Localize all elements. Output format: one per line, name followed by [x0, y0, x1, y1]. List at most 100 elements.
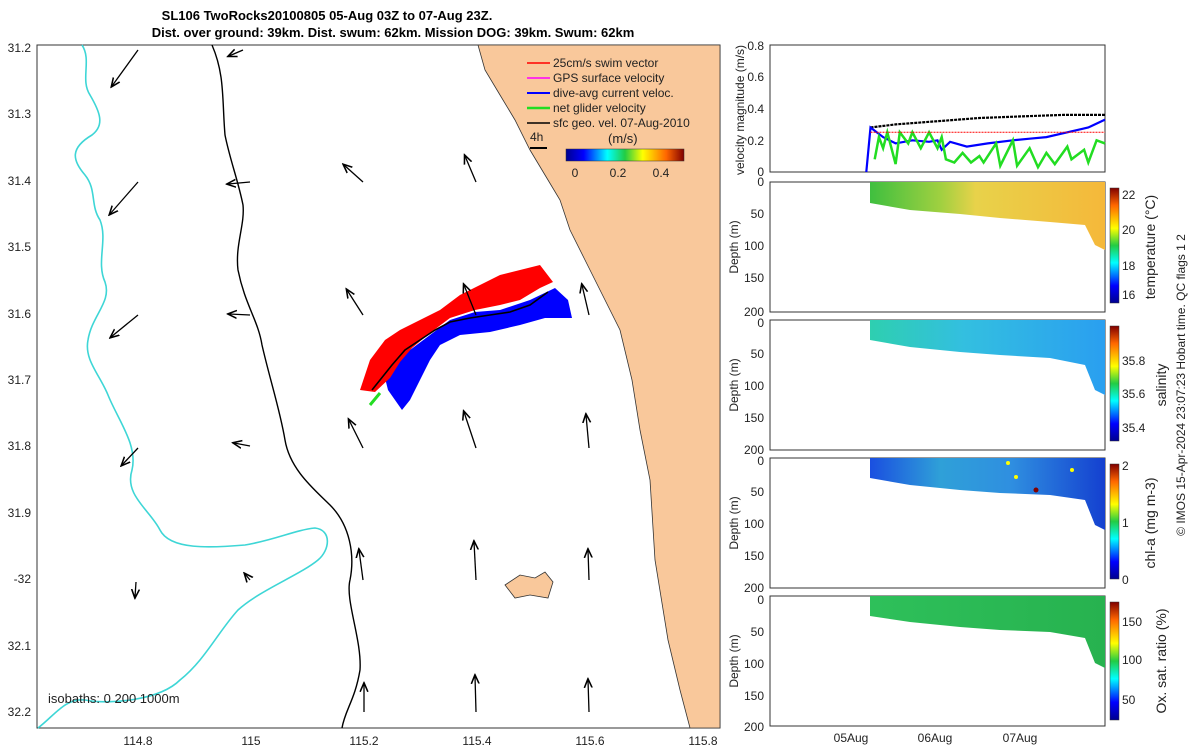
temperature-clabel: temperature (°C)	[1142, 195, 1158, 299]
map-y-tick: 31.9	[8, 506, 32, 520]
legend-label: GPS surface velocity	[553, 71, 664, 85]
chla-y-tick: 0	[757, 454, 764, 468]
legend-label: sfc geo. vel. 07-Aug-2010	[553, 116, 690, 130]
chla-y-tick: 50	[751, 485, 765, 499]
temperature-ylabel: Depth (m)	[727, 220, 741, 273]
temperature-c-tick: 16	[1122, 288, 1136, 302]
map-y-tick: 31.5	[8, 240, 32, 254]
salinity-y-tick: 150	[744, 411, 764, 425]
map-y-tick: 31.2	[8, 41, 32, 55]
oxygen-c-tick: 150	[1122, 615, 1142, 629]
map-y-tick: 31.7	[8, 373, 32, 387]
title-line1: SL106 TwoRocks20100805 05-Aug 03Z to 07-…	[162, 8, 493, 23]
island-rottnest	[504, 571, 554, 599]
geo-velocity-arrows	[110, 50, 589, 713]
oxygen-panel: 50 100 150 0 50 100 150 200 Depth (m) Ox…	[727, 593, 1169, 734]
map-legend: 25cm/s swim vector GPS surface velocity …	[527, 56, 690, 130]
isobath-1000m	[37, 44, 329, 729]
salinity-y-tick: 100	[744, 379, 764, 393]
chla-c-tick: 1	[1122, 516, 1129, 530]
salinity-panel: 35.4 35.6 35.8 0 50 100 150 200 Depth (m…	[727, 316, 1169, 457]
map-y-tick: 31.4	[8, 174, 32, 188]
oxygen-field	[870, 596, 1105, 668]
oxygen-y-tick: 50	[751, 625, 765, 639]
isobath-200m	[211, 44, 361, 729]
temperature-y-tick: 200	[744, 305, 764, 319]
colorbar-tick: 0.2	[610, 166, 627, 180]
chla-hotspot	[1070, 468, 1074, 472]
time-tick: 06Aug	[918, 731, 953, 745]
temperature-c-tick: 20	[1122, 223, 1136, 237]
scale-label: 4h	[530, 130, 543, 144]
glider-track	[371, 291, 549, 391]
chla-ylabel: Depth (m)	[727, 496, 741, 549]
map-y-tick: -32	[14, 572, 32, 586]
map-panel	[36, 44, 721, 729]
oxygen-clabel: Ox. sat. ratio (%)	[1153, 608, 1169, 713]
colorbar-tick: 0.4	[653, 166, 670, 180]
velocity-y-tick: 0.6	[747, 70, 764, 84]
time-axis: 05Aug 06Aug 07Aug	[834, 731, 1038, 745]
chla-panel: 0 1 2 0 50 100 150 200 Depth (m) chl-a (…	[727, 454, 1158, 595]
chla-hotspot	[1033, 487, 1039, 493]
temperature-y-tick: 100	[744, 239, 764, 253]
map-y-tick: 32.1	[8, 639, 32, 653]
salinity-ylabel: Depth (m)	[727, 358, 741, 411]
isobaths-note: isobaths: 0 200 1000m	[48, 691, 180, 706]
temperature-colorbar	[1109, 187, 1120, 304]
velocity-series-group	[865, 113, 1106, 173]
salinity-c-tick: 35.6	[1122, 387, 1146, 401]
velocity-ylabel: velocity magnitude (m/s)	[733, 45, 747, 175]
oxygen-y-tick: 200	[744, 720, 764, 734]
velocity-series-net	[873, 127, 1106, 170]
map-x-tick: 115.4	[462, 734, 491, 748]
net-glider-velocity-arrow	[368, 392, 382, 406]
chla-c-tick: 0	[1122, 573, 1129, 587]
legend-label: dive-avg current veloc.	[553, 86, 674, 100]
map-x-tick: 115.6	[575, 734, 604, 748]
temperature-y-tick: 50	[751, 207, 765, 221]
salinity-y-tick: 50	[751, 347, 765, 361]
map-colorbar	[565, 148, 685, 162]
oxygen-c-tick: 100	[1122, 653, 1142, 667]
colorbar-tick: 0	[572, 166, 579, 180]
temperature-y-tick: 0	[757, 175, 764, 189]
land-area	[477, 44, 721, 729]
velocity-y-tick: 0.2	[747, 134, 764, 148]
time-tick: 05Aug	[834, 731, 869, 745]
chla-y-tick: 200	[744, 581, 764, 595]
title-line2: Dist. over ground: 39km. Dist. swum: 62k…	[152, 25, 635, 40]
chla-y-tick: 150	[744, 549, 764, 563]
oxygen-y-tick: 0	[757, 593, 764, 607]
velocity-series-geo	[870, 113, 1105, 129]
map-x-tick: 114.8	[123, 734, 152, 748]
map-x-ticks: 114.8 115 115.2 115.4 115.6 115.8	[123, 734, 717, 748]
map-x-tick: 115	[241, 734, 260, 748]
map-y-tick: 31.6	[8, 307, 32, 321]
time-tick: 07Aug	[1003, 731, 1038, 745]
velocity-y-tick: 0.4	[747, 102, 764, 116]
temperature-panel: 16 18 20 22 0 50 100 150 200 Depth (m) t…	[727, 175, 1158, 319]
velocity-panel: 0 0.2 0.4 0.6 0.8 velocity magnitude (m/…	[733, 39, 1106, 179]
map-y-tick: 31.8	[8, 439, 32, 453]
chla-c-tick: 2	[1122, 459, 1129, 473]
salinity-y-tick: 200	[744, 443, 764, 457]
current-vector-swath	[385, 288, 572, 410]
salinity-c-tick: 35.8	[1122, 354, 1146, 368]
chla-clabel: chl-a (mg m-3)	[1142, 477, 1158, 568]
map-y-ticks: 31.2 31.3 31.4 31.5 31.6 31.7 31.8 31.9 …	[8, 41, 32, 719]
map-x-tick: 115.2	[349, 734, 378, 748]
map-x-tick: 115.8	[688, 734, 717, 748]
oxygen-colorbar	[1109, 601, 1120, 721]
swim-vector-swath	[360, 265, 553, 392]
salinity-clabel: salinity	[1153, 364, 1169, 407]
oxygen-y-tick: 100	[744, 657, 764, 671]
legend-label: net glider velocity	[553, 101, 646, 115]
temperature-c-tick: 18	[1122, 259, 1136, 273]
temperature-field	[870, 182, 1105, 250]
map-y-tick: 32.2	[8, 705, 32, 719]
chla-hotspot	[1006, 461, 1010, 465]
chla-field	[870, 458, 1105, 530]
side-note: © IMOS 15-Apr-2024 23:07:23 Hobart time.…	[1174, 234, 1188, 536]
